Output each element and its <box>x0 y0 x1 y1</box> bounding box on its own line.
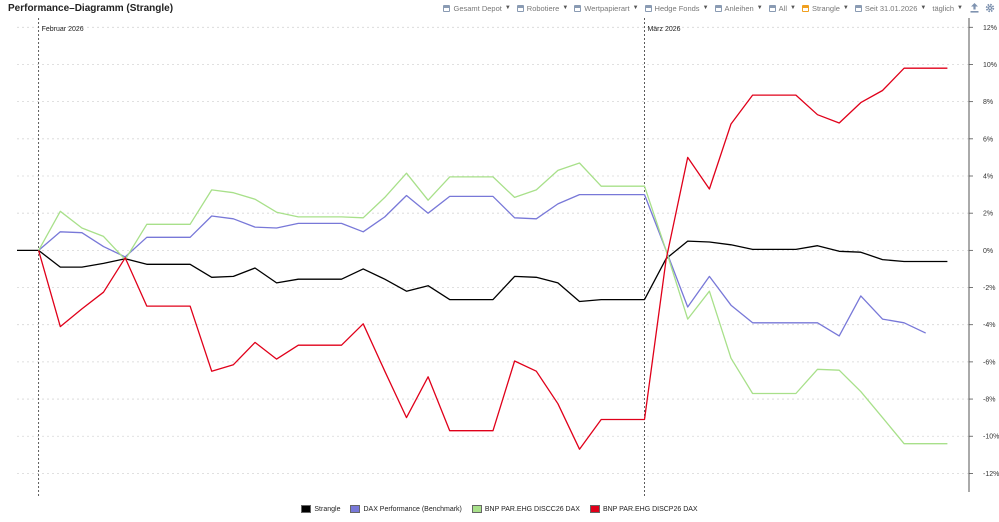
filter-label: Wertpapierart <box>584 3 630 13</box>
series-2 <box>38 162 948 445</box>
filter-label: Seit 31.01.2026 <box>864 3 918 13</box>
legend-swatch <box>350 505 361 513</box>
y-tick-label: -10% <box>983 434 999 441</box>
y-axis: 12% 10% 8% 6% 4% 2% 0% -2% -4% -6% -8% -10% -12% <box>968 18 999 492</box>
y-tick-label: 6% <box>983 136 993 143</box>
filter-all[interactable]: All ▼ <box>768 3 796 13</box>
series-0 <box>17 240 948 303</box>
month-marker-label: Februar 2026 <box>42 26 84 33</box>
legend-item[interactable]: Strangle <box>301 505 340 513</box>
caret-down-icon: ▼ <box>504 5 511 11</box>
export-icon[interactable] <box>969 3 979 13</box>
filter-anleihen[interactable]: Anleihen ▼ <box>714 3 763 13</box>
caret-down-icon: ▼ <box>702 5 709 11</box>
y-tick-label: -6% <box>983 359 995 366</box>
calendar-icon <box>854 4 862 12</box>
y-tick-label: 12% <box>983 25 997 32</box>
caret-down-icon: ▼ <box>562 5 569 11</box>
y-tick-label: -4% <box>983 322 995 329</box>
calendar-icon <box>574 4 582 12</box>
y-tick-label: 2% <box>983 211 993 218</box>
filter-label: Robotiere <box>526 3 560 13</box>
y-tick-label: -2% <box>983 285 995 292</box>
filter-hedge-fonds[interactable]: Hedge Fonds ▼ <box>644 3 709 13</box>
series-1 <box>38 193 926 337</box>
legend-item[interactable]: DAX Performance (Benchmark) <box>350 505 462 513</box>
legend-label: DAX Performance (Benchmark) <box>363 505 462 513</box>
calendar-icon <box>516 4 524 12</box>
interval-label: täglich <box>932 3 955 13</box>
filter-label: Hedge Fonds <box>654 3 700 13</box>
legend-item[interactable]: BNP PAR.EHG DISCP26 DAX <box>589 505 698 513</box>
legend-label: Strangle <box>314 505 341 513</box>
series-lines <box>17 67 948 450</box>
calendar-icon <box>768 4 776 12</box>
legend-label: BNP PAR.EHG DISCP26 DAX <box>602 505 698 513</box>
month-marker-label: März 2026 <box>647 26 680 33</box>
filter-gesamt-depot[interactable]: Gesamt Depot ▼ <box>443 3 511 13</box>
series-line <box>37 67 948 450</box>
filter-robotiere[interactable]: Robotiere ▼ <box>516 3 569 13</box>
grid-lines <box>17 26 969 474</box>
legend-swatch <box>301 505 312 513</box>
y-tick-label: 10% <box>983 62 997 69</box>
caret-down-icon: ▼ <box>957 5 963 11</box>
calendar-icon <box>644 4 652 12</box>
y-tick-label: 4% <box>983 174 993 181</box>
interval-select[interactable]: täglich ▼ <box>932 4 963 13</box>
chart-legend: Strangle DAX Performance (Benchmark) BNP P… <box>0 505 999 513</box>
chart-title: Performance–Diagramm (Strangle) <box>8 3 174 14</box>
series-3 <box>37 67 948 450</box>
caret-down-icon: ▼ <box>632 5 639 11</box>
y-tick-label: -8% <box>983 397 995 404</box>
filter-label: Gesamt Depot <box>453 3 502 13</box>
gear-icon[interactable] <box>985 3 995 13</box>
filter-strangle[interactable]: Strangle ▼ <box>801 3 849 13</box>
caret-down-icon: ▼ <box>790 5 796 11</box>
filter-label: Anleihen <box>724 3 754 13</box>
filter-label: Strangle <box>811 3 840 13</box>
filter-label: All <box>778 3 788 13</box>
legend-label: BNP PAR.EHG DISCC26 DAX <box>484 505 580 513</box>
calendar-icon <box>714 4 722 12</box>
legend-swatch <box>589 505 600 513</box>
legend-swatch <box>471 505 482 513</box>
series-line <box>38 162 948 445</box>
series-line <box>38 193 926 337</box>
month-markers: Februar 2026 März 2026 <box>38 18 681 496</box>
legend-item[interactable]: BNP PAR.EHG DISCC26 DAX <box>471 505 580 513</box>
y-tick-label: 8% <box>983 99 993 106</box>
caret-down-icon: ▼ <box>756 5 763 11</box>
caret-down-icon: ▼ <box>842 5 849 11</box>
caret-down-icon: ▼ <box>920 5 927 11</box>
calendar-icon <box>443 4 451 12</box>
y-tick-label: 0% <box>983 248 993 255</box>
filter-wertpapierart[interactable]: Wertpapierart ▼ <box>574 3 639 13</box>
filter-date-range[interactable]: Seit 31.01.2026 ▼ <box>854 3 927 13</box>
series-line <box>17 240 948 303</box>
y-tick-label: -12% <box>983 471 999 478</box>
chart-toolbar: Gesamt Depot ▼ Robotiere ▼ Wertpapierart… <box>443 3 995 13</box>
calendar-icon <box>801 4 809 12</box>
